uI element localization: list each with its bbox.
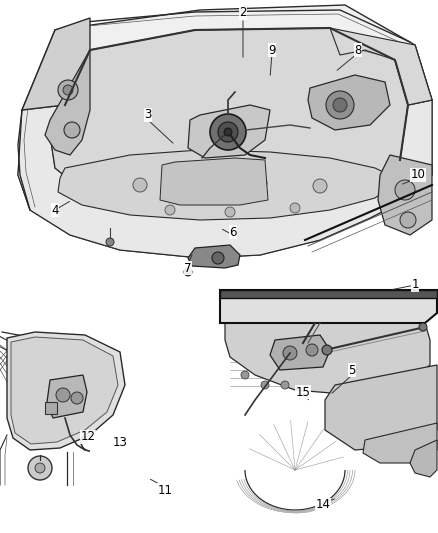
Polygon shape xyxy=(410,440,437,477)
Circle shape xyxy=(56,388,70,402)
Polygon shape xyxy=(58,150,400,220)
Circle shape xyxy=(184,268,192,276)
Circle shape xyxy=(283,346,297,360)
Circle shape xyxy=(64,122,80,138)
Text: 9: 9 xyxy=(268,44,276,56)
Polygon shape xyxy=(188,105,270,158)
Text: 5: 5 xyxy=(348,364,356,376)
Text: 8: 8 xyxy=(354,44,362,56)
Text: 11: 11 xyxy=(158,483,173,497)
Text: 1: 1 xyxy=(411,279,419,292)
Circle shape xyxy=(218,122,238,142)
Circle shape xyxy=(212,252,224,264)
Polygon shape xyxy=(7,332,125,450)
Text: 3: 3 xyxy=(144,109,152,122)
Text: 15: 15 xyxy=(296,385,311,399)
Circle shape xyxy=(313,179,327,193)
Circle shape xyxy=(241,371,249,379)
Text: 12: 12 xyxy=(81,431,95,443)
Circle shape xyxy=(261,381,269,389)
Polygon shape xyxy=(45,402,57,414)
Circle shape xyxy=(326,91,354,119)
Circle shape xyxy=(290,203,300,213)
Circle shape xyxy=(419,323,427,331)
Text: 13: 13 xyxy=(113,437,127,449)
Circle shape xyxy=(210,114,246,150)
Polygon shape xyxy=(308,75,390,130)
Polygon shape xyxy=(22,18,90,110)
Circle shape xyxy=(306,344,318,356)
Circle shape xyxy=(395,180,415,200)
Polygon shape xyxy=(18,100,432,258)
Circle shape xyxy=(133,178,147,192)
Polygon shape xyxy=(188,245,240,268)
Polygon shape xyxy=(45,50,90,155)
Polygon shape xyxy=(330,28,432,105)
Circle shape xyxy=(165,205,175,215)
Polygon shape xyxy=(270,335,330,370)
Polygon shape xyxy=(47,375,87,418)
Circle shape xyxy=(63,85,73,95)
Circle shape xyxy=(225,207,235,217)
Polygon shape xyxy=(378,155,432,235)
Circle shape xyxy=(106,238,114,246)
Text: 6: 6 xyxy=(229,225,237,238)
Text: 10: 10 xyxy=(410,168,425,182)
Polygon shape xyxy=(225,323,430,395)
Text: 4: 4 xyxy=(51,204,59,216)
Polygon shape xyxy=(325,365,437,450)
Polygon shape xyxy=(160,158,268,205)
Circle shape xyxy=(58,80,78,100)
Polygon shape xyxy=(220,290,437,298)
Polygon shape xyxy=(363,423,437,463)
Polygon shape xyxy=(18,5,432,258)
Text: 14: 14 xyxy=(315,498,331,512)
Polygon shape xyxy=(11,337,118,444)
Circle shape xyxy=(28,456,52,480)
Circle shape xyxy=(281,381,289,389)
Circle shape xyxy=(333,98,347,112)
Polygon shape xyxy=(395,45,432,105)
Polygon shape xyxy=(220,290,437,323)
Circle shape xyxy=(71,392,83,404)
Circle shape xyxy=(322,345,332,355)
Circle shape xyxy=(35,463,45,473)
Circle shape xyxy=(224,128,232,136)
Circle shape xyxy=(400,212,416,228)
Circle shape xyxy=(193,176,207,190)
Text: 7: 7 xyxy=(184,262,192,274)
Text: 2: 2 xyxy=(239,6,247,20)
Circle shape xyxy=(253,176,267,190)
Polygon shape xyxy=(50,28,408,213)
